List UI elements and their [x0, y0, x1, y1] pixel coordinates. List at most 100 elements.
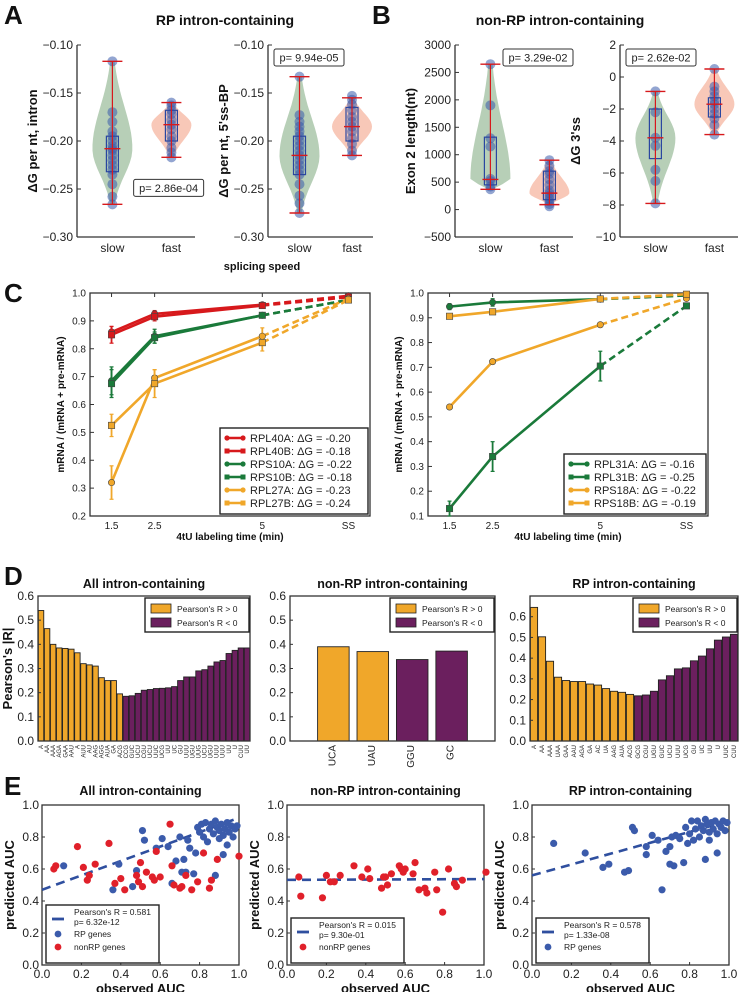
scatter-point [178, 883, 186, 891]
scatter-point [184, 836, 192, 844]
scatter-point [170, 881, 178, 889]
x-tick-label: GGU [406, 745, 417, 768]
y-tick-label: 0.4 [72, 456, 86, 467]
marker-square [446, 312, 454, 320]
y-tick-label: 0.3 [509, 672, 526, 686]
x-tick-label: 0.4 [357, 967, 374, 981]
marker-square [446, 505, 454, 513]
x-tick-label: UCU [136, 745, 142, 758]
bar [537, 636, 547, 742]
scatter-point [605, 860, 613, 868]
y-tick-label: 0.3 [269, 662, 286, 676]
marker-square [258, 339, 266, 347]
x-tick-label: 0.0 [279, 967, 296, 981]
line-chart-c2: 0.1 0.2 0.3 0.4 0.5 0.6 0.7 0.8 0.9 1.0 1.5 2.5 5 SS 4… [394, 289, 709, 543]
scatter-point [336, 871, 344, 880]
scatter-point [199, 849, 208, 857]
scatter-point [662, 847, 670, 856]
y-axis-label: ΔG per nt, 5'ss-BP [216, 84, 231, 198]
legend-label: RPL31B: ΔG = -0.25 [594, 472, 695, 484]
scatter-point [318, 894, 327, 902]
y-tick-label: 0.8 [512, 830, 529, 844]
scatter-chart-e1: All intron-containing 0.0 0.2 0.4 0.6 0.8 1.0 0… [2, 784, 248, 992]
bar [569, 681, 579, 742]
legend-marker-circle [584, 461, 590, 467]
x-tick-label: UU [245, 745, 251, 754]
x-tick-label: UUU [184, 745, 190, 758]
legend-marker-circle [224, 461, 230, 467]
legend-marker-circle [240, 461, 246, 467]
series-dashed-line [262, 298, 349, 317]
y-tick-label: 0.1 [17, 710, 34, 724]
scatter-point [213, 855, 221, 864]
bar [177, 680, 184, 742]
y-tick-label: −0.20 [43, 134, 74, 148]
x-tick-label: 1.0 [231, 967, 248, 981]
x-tick-label: UUC [724, 744, 730, 758]
legend-marker-circle [568, 461, 574, 467]
bar [689, 660, 699, 742]
scatter-point [387, 870, 396, 878]
chart-title: RP intron-containing [569, 784, 692, 798]
x-tick-label: 0.8 [681, 967, 698, 981]
x-tick-label: 0.4 [112, 967, 129, 981]
scatter-point [682, 823, 690, 832]
scatter-point [140, 836, 149, 844]
legend-marker-square [240, 448, 246, 454]
scatter-point [721, 827, 729, 835]
scatter-point [207, 876, 216, 884]
scatter-point [60, 862, 68, 870]
y-tick-label: 1.0 [267, 798, 284, 812]
scatter-point [401, 865, 409, 873]
y-tick-label: 0.7 [410, 363, 424, 374]
scatter-point [188, 886, 196, 894]
scatter-point [377, 884, 386, 892]
scatter-point [201, 819, 210, 827]
x-axis-label: observed AUC [341, 981, 431, 992]
scatter-point [364, 865, 372, 873]
panel-label-c: C [4, 278, 23, 308]
x-tick-label: AGG [100, 745, 106, 759]
y-tick-label: 500 [431, 175, 451, 189]
legend-marker [299, 943, 307, 951]
legend-box [219, 427, 369, 515]
x-tick-label: CUU [732, 745, 738, 758]
scatter-point [186, 844, 194, 852]
p-value-box [502, 48, 574, 67]
bar [68, 648, 75, 742]
bar [729, 633, 739, 742]
p-value-box [273, 48, 345, 67]
marker-square [151, 313, 159, 321]
y-tick-label: 0.6 [17, 589, 34, 603]
scatter-point [687, 817, 696, 825]
bar [122, 695, 130, 742]
series-dashed-line [600, 292, 687, 301]
x-tick-label: AA [45, 745, 51, 753]
marker-circle [489, 298, 497, 306]
panel-a-title: RP intron-containing [156, 12, 294, 28]
legend-label: Pearson's R < 0 [177, 618, 238, 628]
scatter-point [322, 871, 330, 880]
bar [585, 683, 595, 742]
x-tick-label: UU [227, 745, 233, 754]
y-tick-label: −0.20 [234, 134, 265, 148]
x-tick-label: 2.5 [486, 521, 500, 532]
x-tick-label: A [75, 745, 81, 749]
y-tick-label: 0.5 [17, 613, 34, 627]
plot-frame [427, 292, 709, 517]
y-tick-label: −0.30 [43, 230, 74, 244]
y-tick-label: −2 [602, 102, 616, 116]
x-tick-label: AAU [69, 745, 75, 757]
y-tick-label: 0.4 [410, 437, 424, 448]
legend-label: RP genes [74, 929, 111, 939]
legend-label: RPL40B: ΔG = -0.18 [250, 446, 351, 458]
x-tick-label: 0.4 [602, 967, 619, 981]
y-tick-label: 2 [609, 38, 616, 52]
x-tick-label: UU [708, 745, 714, 754]
marker-circle [489, 358, 497, 366]
x-tick-label: 0.0 [34, 967, 51, 981]
y-tick-label: 0.9 [72, 316, 86, 327]
x-tick-label: GAA [63, 745, 69, 758]
scatter-point [152, 847, 160, 856]
